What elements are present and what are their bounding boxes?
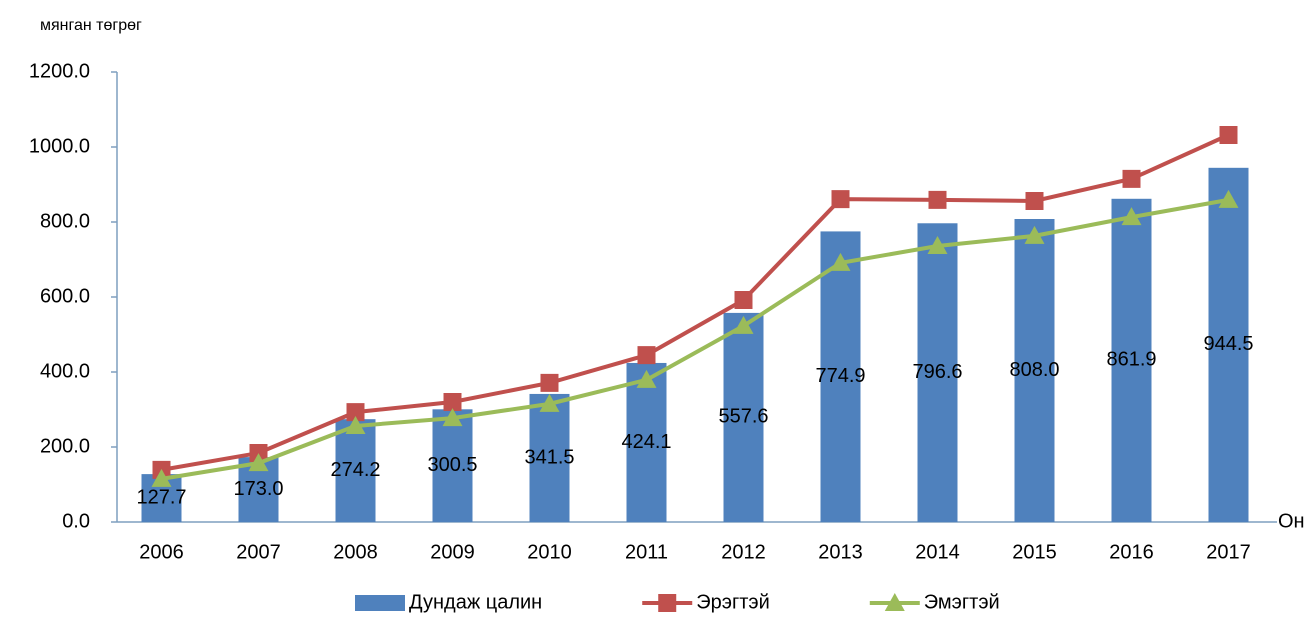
marker (1024, 225, 1045, 244)
x-tick-label: 2010 (527, 541, 572, 563)
marker (636, 369, 657, 388)
bar (432, 409, 473, 522)
marker (734, 291, 753, 309)
x-tick-label: 2015 (1012, 541, 1057, 563)
marker (1121, 207, 1142, 226)
x-tick-label: 2013 (818, 541, 863, 563)
marker (346, 403, 365, 422)
data-label: 861.9 (1106, 349, 1156, 371)
x-tick-label: 2009 (430, 541, 475, 563)
data-label: 944.5 (1203, 333, 1253, 355)
marker (1025, 192, 1044, 210)
bar (529, 393, 570, 522)
marker (1218, 189, 1239, 208)
marker (733, 315, 754, 334)
bar (335, 419, 376, 522)
x-tick-label: 2007 (236, 541, 281, 563)
marker (831, 190, 850, 209)
marker (248, 453, 269, 472)
bar (917, 223, 958, 522)
legend-marker (658, 594, 677, 612)
data-label: 300.5 (427, 454, 477, 476)
y-tick-label: 400.0 (40, 360, 90, 382)
legend-marker (884, 593, 905, 611)
x-tick-label: 2006 (139, 541, 184, 563)
marker (539, 393, 560, 412)
marker (927, 236, 948, 254)
data-label: 557.6 (718, 406, 768, 428)
data-label: 127.7 (136, 486, 186, 508)
marker (830, 252, 851, 271)
marker (249, 444, 268, 462)
data-label: 796.6 (912, 361, 962, 383)
y-tick-label: 600.0 (40, 285, 90, 307)
marker (1122, 169, 1141, 188)
y-tick-label: 1000.0 (29, 135, 90, 157)
marker (637, 346, 656, 365)
data-label: 274.2 (330, 459, 380, 481)
marker (540, 373, 559, 392)
y-tick-label: 800.0 (40, 210, 90, 232)
y-tick-label: 0.0 (62, 510, 90, 532)
marker (151, 468, 172, 487)
bar (820, 231, 861, 522)
legend-label: Эмэгтэй (924, 591, 1000, 613)
x-tick-label: 2011 (625, 541, 668, 563)
y-axis-label: мянган төгрөг (40, 17, 142, 34)
bar (1014, 219, 1055, 522)
x-tick-label: 2012 (721, 541, 766, 563)
bar (723, 312, 764, 522)
legend-label: Эрэгтэй (696, 591, 770, 613)
bar (626, 362, 667, 522)
marker (443, 393, 462, 411)
data-label: 808.0 (1009, 359, 1059, 381)
data-label: 424.1 (621, 431, 671, 453)
x-tick-label: 2014 (915, 541, 960, 563)
x-axis-label: Он (1278, 510, 1305, 532)
x-tick-label: 2017 (1206, 541, 1251, 563)
y-tick-label: 200.0 (40, 435, 90, 457)
x-tick-label: 2016 (1109, 541, 1154, 563)
marker (442, 408, 463, 427)
marker (345, 416, 366, 434)
legend-label: Дундаж цалин (409, 591, 542, 613)
data-label: 341.5 (524, 446, 574, 468)
legend-swatch (355, 595, 405, 611)
marker (1219, 126, 1238, 144)
y-tick-label: 1200.0 (29, 60, 90, 82)
data-label: 774.9 (815, 365, 865, 387)
bar (1111, 198, 1152, 522)
bar (1208, 167, 1249, 522)
x-tick-label: 2008 (333, 541, 378, 563)
line (161, 197, 1229, 481)
line (161, 133, 1230, 472)
marker (928, 190, 947, 209)
data-label: 173.0 (233, 478, 283, 500)
